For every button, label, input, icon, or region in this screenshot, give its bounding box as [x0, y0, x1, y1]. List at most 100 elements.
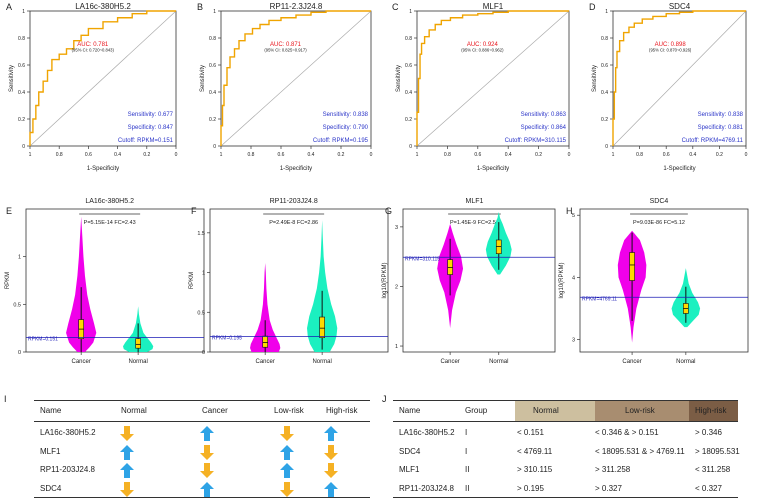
roc-y-tick-label: 0.4 — [18, 90, 25, 96]
roc-sensitivity-label: Sensitivity: 0.863 — [521, 112, 567, 118]
violin-x-category-label: Normal — [128, 359, 147, 365]
down-arrow-shape — [200, 463, 214, 478]
violin-y-tick-label: 2 — [395, 284, 398, 290]
panel-letter-g: G — [385, 206, 392, 216]
roc-x-tick-label: 0 — [370, 152, 373, 158]
table-i-row-name: MLF1 — [40, 446, 61, 456]
table-i: I Name Normal Cancer Low-risk High-risk … — [4, 394, 370, 499]
table-j-cell-normal: > 310.115 — [517, 465, 553, 474]
down-arrow-shape — [280, 481, 294, 497]
roc-plot-frame — [416, 10, 570, 147]
up-arrow-shape — [200, 426, 214, 441]
violin-x-category-label: Cancer — [72, 359, 91, 365]
down-arrow-icon — [200, 444, 214, 460]
roc-auc-label: AUC: 0.898 — [655, 42, 687, 48]
violin-y-tick-label: 1 — [202, 271, 205, 277]
roc-x-tick-label: 0.6 — [278, 152, 285, 158]
roc-panel-c: C MLF1 1 0.8 0.6 0.4 0.2 0 0 0.2 0.4 0.6 0.8 1 1-Speci… — [392, 2, 571, 172]
table-j-cell-name: SDC4 — [399, 446, 421, 456]
roc-ci-label: (95% CI: 0.870~0.926) — [649, 48, 692, 53]
roc-sensitivity-label: Sensitivity: 0.838 — [323, 112, 369, 118]
table-j-header-low-risk: Low-risk — [625, 406, 655, 415]
significance-stat-label: P=9.03E-86 FC=5.12 — [633, 220, 685, 226]
violin-iqr-box — [135, 338, 141, 349]
violin-title: RP11-203J24.8 — [270, 198, 318, 205]
roc-x-tick-label: 0 — [568, 152, 571, 158]
roc-panel-a: A LA16c-380H5.2 1 0.8 0.6 0.4 0.2 0 0 0.2 0.4 0.6 0.… — [6, 2, 178, 172]
table-j-cell-low-risk: < 0.346 & > 0.151 — [595, 428, 659, 437]
cutoff-label: RPKM=4769.11 — [582, 296, 617, 302]
roc-plot-frame — [29, 10, 177, 147]
roc-panel-b: B RP11-2.3J24.8 1 0.8 0.6 0.4 0.2 0 0 0.2 0.4 0.6 0.… — [197, 2, 373, 172]
roc-y-tick-label: 0 — [605, 144, 608, 150]
roc-x-tick-label: 0.2 — [716, 152, 723, 158]
panel-letter-j: J — [382, 394, 387, 404]
roc-diagonal-reference — [612, 10, 747, 147]
down-arrow-icon — [120, 426, 134, 441]
roc-x-tick-label: 0.8 — [636, 152, 643, 158]
down-arrow-shape — [120, 481, 134, 497]
up-arrow-shape — [324, 426, 338, 441]
violin-x-category-label: Normal — [489, 359, 508, 365]
table-j-bottom-rule — [393, 497, 738, 498]
panel-letter-d: D — [589, 2, 596, 12]
cutoff-label: RPKM=0.195 — [212, 336, 242, 342]
violin-y-tick-label: 4 — [572, 275, 575, 281]
up-arrow-icon — [324, 426, 338, 441]
roc-y-tick-label: 0.8 — [601, 36, 608, 42]
roc-x-tick-label: 1 — [612, 152, 615, 158]
table-i-header-row: Name Normal Cancer Low-risk High-risk — [34, 401, 370, 421]
violin-x-category-label: Normal — [312, 359, 331, 365]
violin-y-tick-label: 1.5 — [197, 231, 205, 237]
roc-title: LA16c-380H5.2 — [75, 2, 131, 11]
roc-diagonal-reference — [220, 10, 372, 147]
table-j-cell-low-risk: > 0.327 — [595, 483, 622, 493]
violin-plot-frame — [25, 208, 205, 353]
cutoff-label: RPKM=310.115 — [405, 256, 440, 262]
up-arrow-icon — [280, 444, 294, 460]
roc-y-axis-label: Sensitivity — [9, 65, 15, 92]
roc-ci-label: (95% CI: 0.720~0.843) — [72, 48, 115, 53]
violin-y-tick-label: 1 — [395, 344, 398, 350]
violin-y-axis-label: log10(RPKM) — [382, 262, 388, 298]
violin-iqr-box — [262, 335, 268, 348]
roc-x-tick-label: 0.4 — [689, 152, 696, 158]
table-i-row-name: LA16c-380H5.2 — [40, 428, 96, 437]
table-j-header-normal: Normal — [533, 406, 559, 415]
table-i-header-normal: Normal — [121, 406, 147, 415]
roc-specificity-label: Specificity: 0.847 — [128, 125, 174, 131]
table-j-row: LA16c-380H5.2 I < 0.151 < 0.346 & > 0.151 > … — [393, 423, 738, 443]
roc-x-tick-label: 0.4 — [505, 152, 512, 158]
table-j-cell-normal: < 4769.11 — [517, 446, 553, 456]
roc-x-tick-label: 0.6 — [85, 152, 92, 158]
table-j-cell-name: RP11-203J24.8 — [399, 483, 454, 493]
roc-y-tick-label: 0.2 — [18, 117, 25, 123]
roc-x-axis-label: 1-Specificity — [477, 166, 509, 172]
up-arrow-icon — [280, 463, 294, 478]
violin-y-tick-label: 0.5 — [197, 310, 205, 316]
violin-y-tick-label: 3 — [572, 338, 575, 344]
table-j-cell-high-risk: > 18095.531 — [695, 446, 740, 456]
violin-title: MLF1 — [465, 198, 483, 205]
table-i-top-rule — [34, 400, 370, 401]
up-arrow-shape — [280, 463, 294, 478]
table-j-cell-group: II — [465, 483, 470, 493]
roc-plot-frame — [220, 10, 372, 147]
table-j-cell-normal: > 0.195 — [517, 483, 544, 493]
roc-y-tick-label: 0.6 — [601, 63, 608, 69]
violin-y-tick-label: 3 — [395, 225, 398, 231]
table-j-header-group: Group — [465, 406, 488, 415]
violin-panel-h: H SDC4 P=9.03E-86 FC=5.12 3 4 5 log10(RPKM) Can… — [559, 198, 749, 365]
table-j: J Name Group Normal Low-risk High-risk L… — [382, 394, 740, 498]
panel-letter-f: F — [191, 206, 197, 216]
roc-diagonal-reference — [416, 10, 570, 147]
table-i-row: RP11-203J24.8 — [34, 460, 370, 480]
down-arrow-icon — [120, 481, 134, 497]
violin-x-category-label: Cancer — [256, 359, 275, 365]
violin-y-tick-label: 1 — [18, 255, 21, 261]
table-i-row: SDC4 — [34, 479, 370, 499]
table-j-header-row: Name Group Normal Low-risk High-risk — [393, 401, 738, 421]
roc-y-tick-label: 0.4 — [209, 90, 216, 96]
table-i-bottom-rule — [34, 497, 370, 498]
roc-y-axis-label: Sensitivity — [396, 65, 402, 92]
